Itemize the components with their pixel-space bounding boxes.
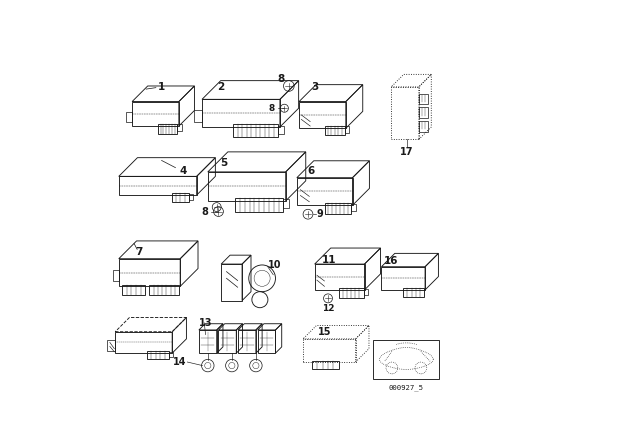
Text: 12: 12 (322, 304, 334, 313)
Text: 7: 7 (135, 247, 143, 258)
Text: 5: 5 (221, 159, 228, 168)
Text: 11: 11 (322, 254, 336, 265)
Text: 8: 8 (202, 207, 209, 216)
Text: 13: 13 (199, 318, 212, 328)
Text: 16: 16 (384, 256, 399, 267)
Text: 17: 17 (400, 147, 413, 157)
Text: 4: 4 (179, 167, 186, 177)
Text: 14: 14 (173, 357, 186, 367)
Text: 10: 10 (268, 260, 281, 270)
Text: 8: 8 (268, 104, 275, 113)
Text: 3: 3 (311, 82, 318, 92)
Text: 1: 1 (157, 82, 164, 92)
Text: 6: 6 (307, 166, 315, 176)
Text: 15: 15 (317, 327, 332, 337)
Text: 8: 8 (277, 74, 284, 84)
Text: 9: 9 (316, 209, 323, 219)
Text: 000927_5: 000927_5 (389, 384, 424, 391)
Text: 2: 2 (218, 82, 225, 92)
